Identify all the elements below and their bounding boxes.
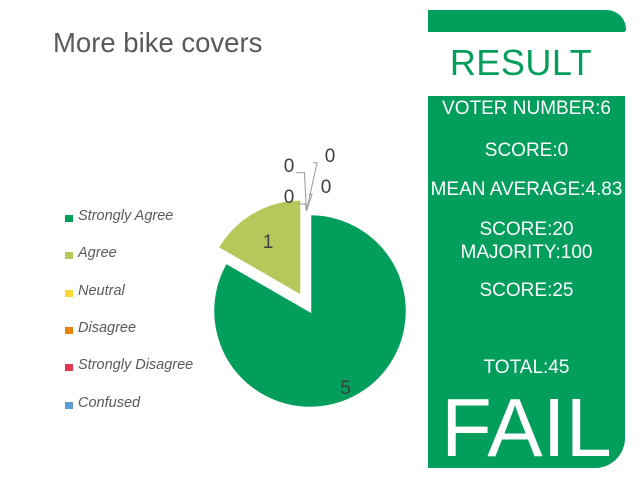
svg-text:0: 0	[321, 177, 332, 198]
svg-text:1: 1	[263, 232, 274, 253]
svg-text:5: 5	[340, 378, 351, 399]
svg-text:0: 0	[284, 187, 295, 208]
svg-text:0: 0	[325, 146, 336, 167]
svg-text:0: 0	[284, 156, 295, 177]
